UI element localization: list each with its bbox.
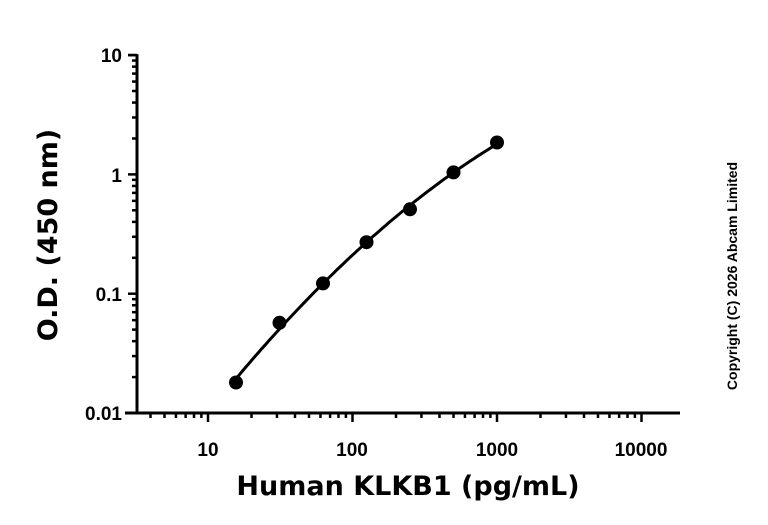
- data-point: [490, 135, 504, 150]
- copyright-notice: Copyright (C) 2026 Abcam Limited: [724, 162, 740, 390]
- y-axis-title: O.D. (450 nm): [33, 129, 64, 341]
- x-tick-label-10: 10: [197, 440, 218, 461]
- x-tick-label-100: 100: [336, 440, 368, 461]
- data-point: [229, 375, 243, 390]
- axes: [125, 54, 680, 415]
- axis-ticks: [128, 53, 643, 422]
- data-point: [403, 202, 417, 217]
- data-point: [359, 235, 374, 250]
- y-tick-label-10: 10: [101, 46, 122, 67]
- data-points: [229, 135, 504, 390]
- fit-curve-line: [234, 142, 498, 380]
- y-tick-label-0.1: 0.1: [96, 285, 123, 306]
- data-point: [272, 315, 287, 330]
- data-point: [316, 276, 330, 291]
- x-tick-label-10000: 10000: [615, 440, 668, 461]
- y-tick-label-0.01: 0.01: [85, 404, 122, 425]
- fit-curve: [234, 142, 498, 380]
- data-point: [446, 165, 461, 180]
- x-axis-title: Human KLKB1 (pg/mL): [236, 471, 579, 502]
- y-tick-label-1: 1: [111, 166, 122, 187]
- x-tick-label-1000: 1000: [476, 440, 518, 461]
